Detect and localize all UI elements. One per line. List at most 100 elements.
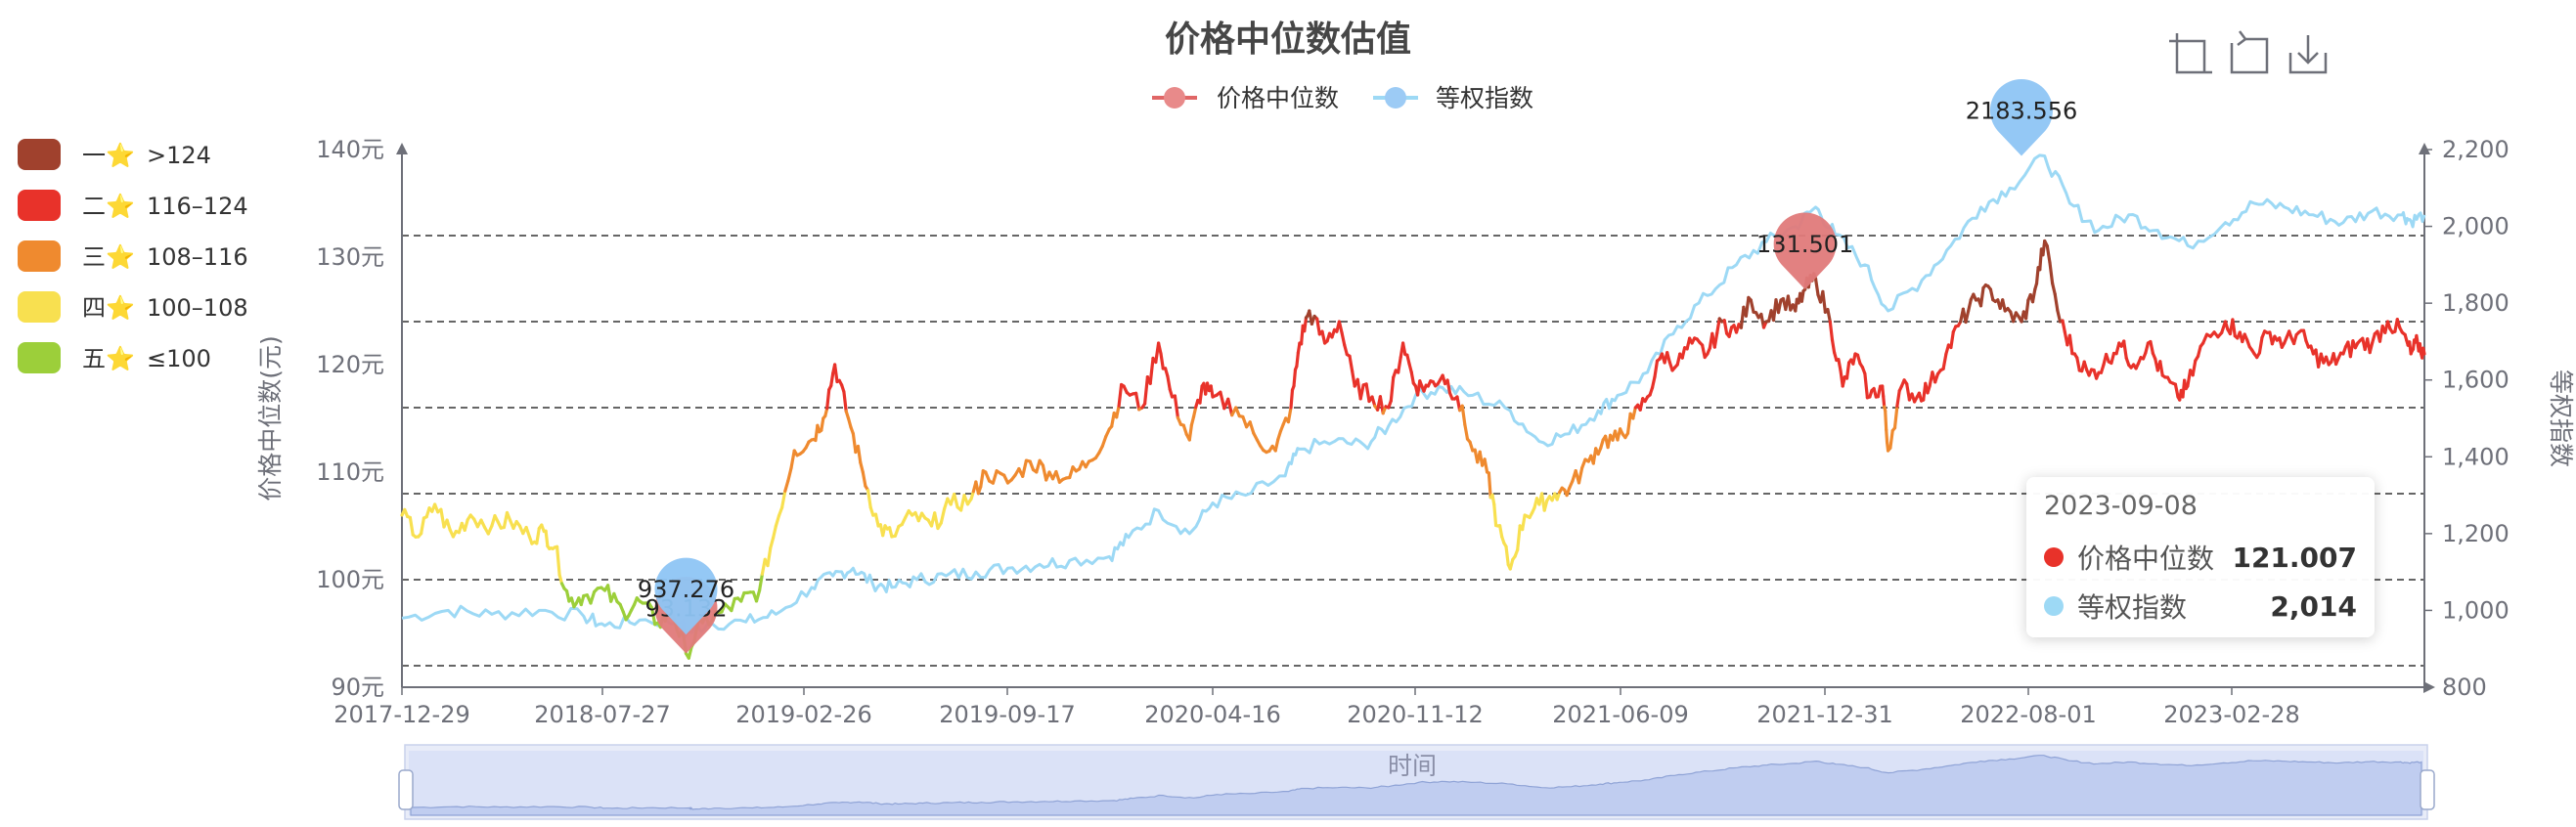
series-segment-median	[649, 606, 657, 627]
series-segment-median	[1389, 375, 1396, 403]
zoom-icon[interactable]	[2169, 33, 2212, 74]
series-segment-median	[1295, 351, 1301, 369]
series-segment-median	[1483, 457, 1489, 474]
series-segment-median	[2030, 287, 2037, 304]
series-segment-median	[1680, 346, 1687, 360]
series-segment-median	[2301, 328, 2308, 343]
series-segment-median	[1286, 406, 1293, 424]
legend-label-index: 等权指数	[1436, 84, 1533, 112]
tooltip-dot-median	[2044, 547, 2064, 567]
mark-point-max-index: 2183.556	[1966, 79, 2077, 156]
series-segment-median	[1292, 368, 1298, 388]
series-segment-median	[445, 518, 452, 532]
x-axis-name: 时间	[1388, 752, 1437, 780]
x-tick-label: 2019-02-26	[735, 701, 871, 728]
visual-map-item-2[interactable]: 二⭐ 116–124	[18, 190, 248, 221]
series-segment-median	[1303, 316, 1309, 333]
legend-item-median[interactable]: 价格中位数	[1152, 84, 1339, 112]
series-segment-median	[2158, 360, 2164, 377]
series-segment-median	[2186, 369, 2193, 388]
series-segment-median	[1830, 338, 1837, 355]
legend-item-index[interactable]: 等权指数	[1373, 84, 1533, 112]
mark-point-pin	[1989, 79, 2053, 156]
data-zoom-left-handle[interactable]	[398, 769, 414, 810]
series-segment-median	[1156, 341, 1163, 356]
series-segment-median	[1492, 502, 1498, 528]
series-segment-median	[687, 645, 693, 660]
series-segment-median	[2418, 342, 2423, 355]
series-segment-median	[535, 526, 541, 545]
series-segment-median	[2196, 344, 2202, 359]
series-segment-median	[866, 489, 872, 509]
series-segment-median	[859, 460, 865, 474]
data-zoom-right-handle[interactable]	[2420, 769, 2435, 810]
visual-map-swatch	[18, 342, 61, 373]
tooltip-name-median: 价格中位数	[2077, 543, 2215, 575]
series-segment-median	[1885, 428, 1889, 445]
series-segment-median	[1497, 524, 1504, 539]
zoom-reset-icon[interactable]	[2230, 30, 2269, 74]
y-left-tick-label: 140元	[316, 136, 384, 163]
series-segment-median	[2191, 359, 2198, 377]
x-tick-label: 2021-12-31	[1756, 701, 1892, 728]
series-segment-median	[1542, 499, 1549, 512]
series-segment-median	[439, 507, 446, 529]
series-segment-median	[774, 513, 781, 528]
series-segment-median	[1966, 297, 1973, 313]
series-segment-median	[1712, 331, 1719, 349]
series-segment-median	[2201, 332, 2209, 345]
series-segment-median	[1888, 429, 1894, 450]
series-segment-median	[2075, 356, 2081, 372]
series-segment-median	[2110, 351, 2116, 366]
series-segment-median	[1187, 423, 1194, 442]
series-segment-median	[1209, 384, 1215, 399]
visual-map-item-1[interactable]: 一⭐ >124	[18, 139, 211, 170]
visual-map-legend[interactable]: 一⭐ >124 二⭐ 116–124 三⭐ 108–116 四⭐ 100–108 五⭐ ≤100	[18, 139, 248, 373]
series-segment-median	[1826, 308, 1832, 324]
data-zoom-slider[interactable]: 时间	[398, 744, 2435, 820]
series-segment-median	[463, 518, 469, 533]
series-segment-median	[1504, 544, 1510, 567]
tooltip-dot-index	[2044, 596, 2064, 616]
series-segment-median	[1370, 395, 1377, 408]
series-segment-median	[524, 525, 532, 539]
series-segment-median	[1166, 374, 1172, 391]
visual-map-item-4[interactable]: 四⭐ 100–108	[18, 291, 248, 323]
series-segment-median	[2056, 309, 2063, 324]
x-tick-label: 2020-11-12	[1347, 701, 1483, 728]
series-segment-median	[2001, 298, 2007, 313]
series-segment-median	[754, 588, 762, 603]
x-tick-label: 2019-09-17	[939, 701, 1075, 728]
toolbox[interactable]	[2169, 30, 2328, 74]
y-left-tick-label: 130元	[316, 243, 384, 271]
series-segment-median	[2053, 292, 2060, 313]
series-segment-median	[779, 489, 787, 509]
series-segment-median	[1978, 285, 1985, 308]
series-legend[interactable]: 价格中位数 等权指数	[1152, 84, 1533, 112]
series-segment-median	[1881, 384, 1886, 398]
series-segment-median	[1749, 298, 1755, 314]
series-segment-median	[783, 479, 790, 493]
series-index	[401, 153, 2426, 638]
visual-map-item-5[interactable]: 五⭐ ≤100	[18, 342, 211, 373]
series-segment-median	[979, 469, 985, 489]
series-segment-median	[730, 596, 736, 613]
visual-map-label: 一⭐	[82, 142, 135, 169]
y-left-tick-label: 120元	[316, 351, 384, 378]
series-segment-median	[893, 524, 901, 538]
series-segment-median	[1320, 329, 1327, 345]
visual-map-range: ≤100	[147, 345, 211, 372]
series-segment-median	[829, 371, 835, 388]
series-segment-median	[2173, 382, 2180, 399]
series-segment-median	[1844, 361, 1851, 380]
series-segment-median	[1988, 287, 1995, 302]
y-right-tick-label: 1,400	[2442, 443, 2509, 470]
visual-map-item-3[interactable]: 三⭐ 108–116	[18, 240, 248, 272]
series-segment-median	[2034, 266, 2040, 285]
download-icon[interactable]	[2288, 35, 2328, 74]
series-segment-median	[1191, 406, 1198, 419]
series-segment-median	[2231, 318, 2237, 338]
series-segment-median	[1715, 317, 1721, 335]
series-segment-median	[1876, 384, 1883, 399]
